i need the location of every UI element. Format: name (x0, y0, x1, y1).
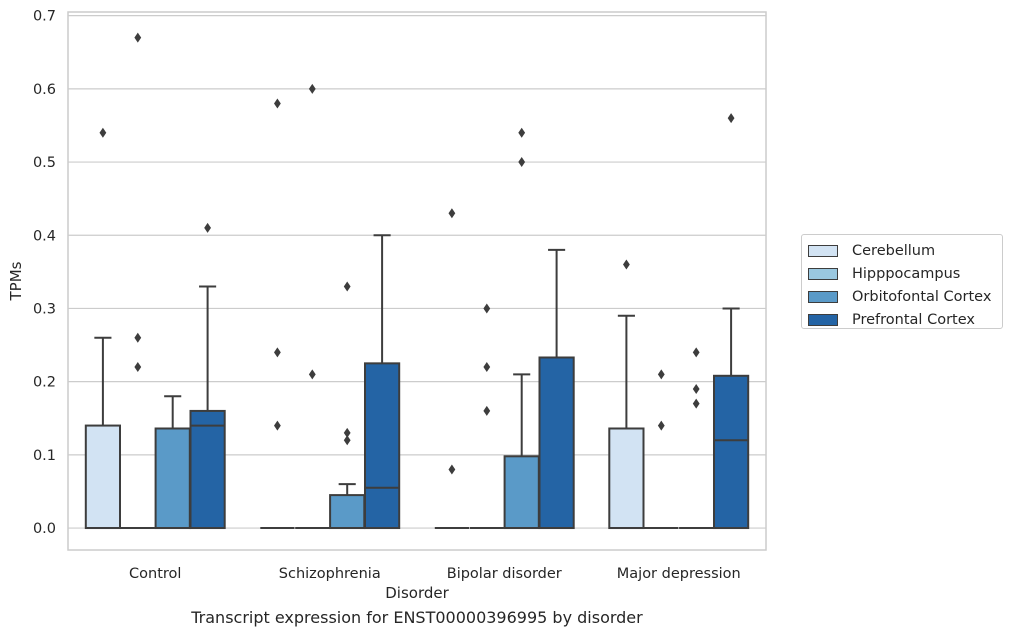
box (608, 427, 645, 530)
box (84, 424, 122, 530)
outlier-point (657, 369, 665, 380)
outlier-point (727, 113, 735, 124)
outlier-point (274, 98, 281, 109)
box (329, 494, 366, 530)
legend-label: Prefrontal Cortex (852, 311, 975, 328)
outlier-point (308, 369, 316, 380)
y-axis-label: TPMs (7, 261, 25, 301)
x-tick-label: Major depression (617, 566, 741, 582)
outlier-point (134, 32, 142, 43)
outlier-point (134, 332, 142, 343)
y-tick-label: 0.0 (33, 521, 56, 537)
y-tick-label: 0.7 (33, 9, 56, 25)
outlier-point (692, 347, 700, 358)
legend-item: Orbitofontal Cortex (808, 285, 1002, 308)
outlier-point (623, 259, 630, 270)
box (363, 362, 401, 530)
outlier-point (483, 362, 491, 373)
x-axis-label: Disorder (385, 584, 449, 602)
box (538, 356, 575, 530)
box (154, 427, 191, 530)
legend-swatch (808, 244, 838, 257)
y-tick-label: 0.1 (33, 448, 56, 464)
box (712, 374, 750, 530)
outlier-point (204, 222, 211, 233)
legend-label: Orbitofontal Cortex (852, 288, 992, 305)
figure-caption: Transcript expression for ENST0000039699… (191, 608, 643, 627)
outlier-point (518, 157, 526, 168)
legend-item: Cerebellum (808, 239, 1002, 262)
y-tick-label: 0.3 (33, 301, 56, 317)
outlier-point (518, 127, 526, 138)
legend-swatch (808, 313, 838, 326)
x-tick-label: Bipolar disorder (447, 566, 562, 582)
legend-label: Cerebellum (852, 242, 936, 259)
outlier-point (483, 405, 491, 416)
legend-item: Hipppocampus (808, 262, 1002, 285)
outlier-point (274, 347, 281, 358)
outlier-point (274, 420, 281, 431)
outlier-point (343, 427, 351, 438)
outlier-point (99, 127, 107, 138)
outlier-point (692, 398, 700, 409)
legend-item: Prefrontal Cortex (808, 308, 1002, 331)
y-tick-label: 0.5 (33, 155, 56, 171)
y-tick-label: 0.2 (33, 375, 56, 391)
box (503, 455, 540, 530)
x-tick-label: Schizophrenia (279, 566, 381, 582)
outlier-point (343, 435, 351, 446)
outlier-point (657, 420, 665, 431)
legend-swatch (808, 290, 838, 303)
y-tick-label: 0.4 (33, 228, 56, 244)
outlier-point (448, 208, 456, 219)
legend-label: Hipppocampus (852, 265, 961, 282)
outlier-point (448, 464, 456, 475)
box (189, 409, 226, 530)
outlier-point (483, 303, 491, 314)
legend-swatch (808, 267, 838, 280)
y-tick-label: 0.6 (33, 82, 56, 98)
outlier-point (134, 362, 142, 373)
legend: Cerebellum Hipppocampus Orbitofontal Corte… (801, 234, 1003, 329)
x-tick-label: Control (129, 566, 181, 582)
outlier-point (308, 83, 316, 94)
outlier-point (343, 281, 351, 292)
outlier-point (692, 383, 700, 394)
